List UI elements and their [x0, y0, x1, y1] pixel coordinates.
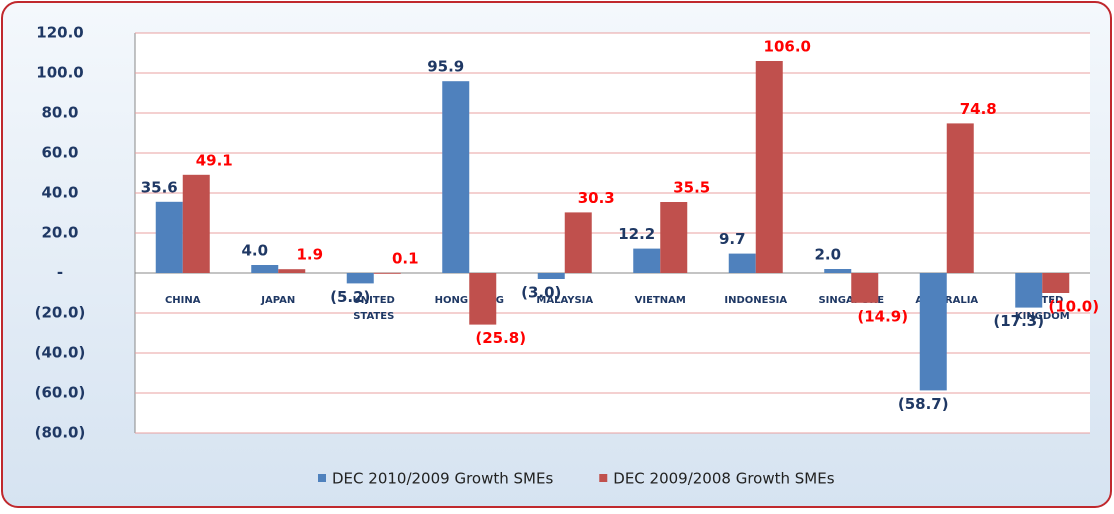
bar	[946, 123, 974, 274]
bar	[373, 272, 401, 274]
x-tick-label-line: CHINA	[165, 295, 201, 306]
y-tick-label: 80.0	[41, 104, 78, 122]
y-tick-label: (60.0)	[35, 384, 86, 402]
value-label: 74.8	[960, 100, 997, 118]
value-label: 0.1	[392, 249, 419, 267]
value-label: 35.5	[673, 179, 710, 197]
x-tick-label-line: INDONESIA	[724, 295, 787, 306]
x-tick-label: INDONESIA	[724, 295, 787, 306]
value-label: 106.0	[764, 38, 811, 56]
bar	[564, 212, 592, 273]
legend-swatch	[318, 474, 326, 482]
y-tick-label: 40.0	[41, 184, 78, 202]
bar	[442, 81, 470, 273]
bar	[469, 273, 497, 325]
value-label: (25.8)	[475, 329, 526, 347]
value-label: (17.3)	[993, 312, 1044, 330]
y-tick-label: 60.0	[41, 144, 78, 162]
value-label: 35.6	[141, 178, 178, 196]
value-label: 4.0	[241, 242, 268, 260]
bar	[824, 269, 852, 273]
value-label: 9.7	[719, 230, 746, 248]
value-label: (5.2)	[330, 288, 370, 306]
bar	[728, 253, 756, 273]
y-tick-label: (80.0)	[35, 424, 86, 442]
bar	[919, 273, 947, 391]
bar	[251, 265, 279, 273]
y-tick-label: 120.0	[36, 24, 83, 42]
bar	[633, 248, 661, 273]
value-label: (10.0)	[1048, 298, 1099, 316]
x-tick-label: MALAYSIA	[536, 295, 593, 306]
bar	[182, 174, 210, 273]
x-tick-label: JAPAN	[260, 295, 295, 306]
bar	[851, 273, 879, 303]
legend-label: DEC 2010/2009 Growth SMEs	[332, 470, 553, 488]
x-tick-label-line: KINGDOM	[1015, 311, 1070, 322]
bar	[660, 202, 688, 273]
x-tick-label: AUSTRALIA	[915, 295, 978, 306]
x-tick-label-line: MALAYSIA	[536, 295, 593, 306]
x-tick-label-line: JAPAN	[260, 295, 295, 306]
bar	[155, 201, 183, 273]
bar	[537, 273, 565, 279]
value-label: 2.0	[814, 246, 841, 264]
x-tick-label: UNITED STATES	[353, 295, 395, 322]
bar	[346, 273, 374, 284]
legend-label: DEC 2009/2008 Growth SMEs	[613, 470, 834, 488]
bar	[755, 61, 783, 273]
value-label: 1.9	[296, 246, 323, 264]
x-tick-label-line: AUSTRALIA	[915, 295, 978, 306]
y-tick-label: (40.0)	[35, 344, 86, 362]
y-tick-label: -	[57, 264, 63, 282]
value-label: 12.2	[618, 225, 655, 243]
x-tick-label: CHINA	[165, 295, 201, 306]
value-label: (58.7)	[898, 395, 949, 413]
value-label: 49.1	[196, 151, 233, 169]
value-label: (3.0)	[521, 284, 561, 302]
value-label: (14.9)	[857, 307, 908, 325]
bar	[1015, 273, 1043, 308]
x-tick-label-line: STATES	[353, 311, 394, 322]
value-label: 30.3	[578, 189, 615, 207]
x-tick-label-line: VIETNAM	[635, 295, 686, 306]
x-tick-label-line: UNITED	[353, 295, 395, 306]
y-tick-label: 100.0	[36, 64, 83, 82]
bar	[1042, 273, 1070, 293]
legend-swatch	[599, 474, 608, 482]
value-label: 95.9	[427, 58, 464, 76]
bar	[278, 269, 306, 273]
y-tick-label: 20.0	[41, 224, 78, 242]
y-tick-label: (20.0)	[35, 304, 86, 322]
x-tick-label: VIETNAM	[635, 295, 686, 306]
